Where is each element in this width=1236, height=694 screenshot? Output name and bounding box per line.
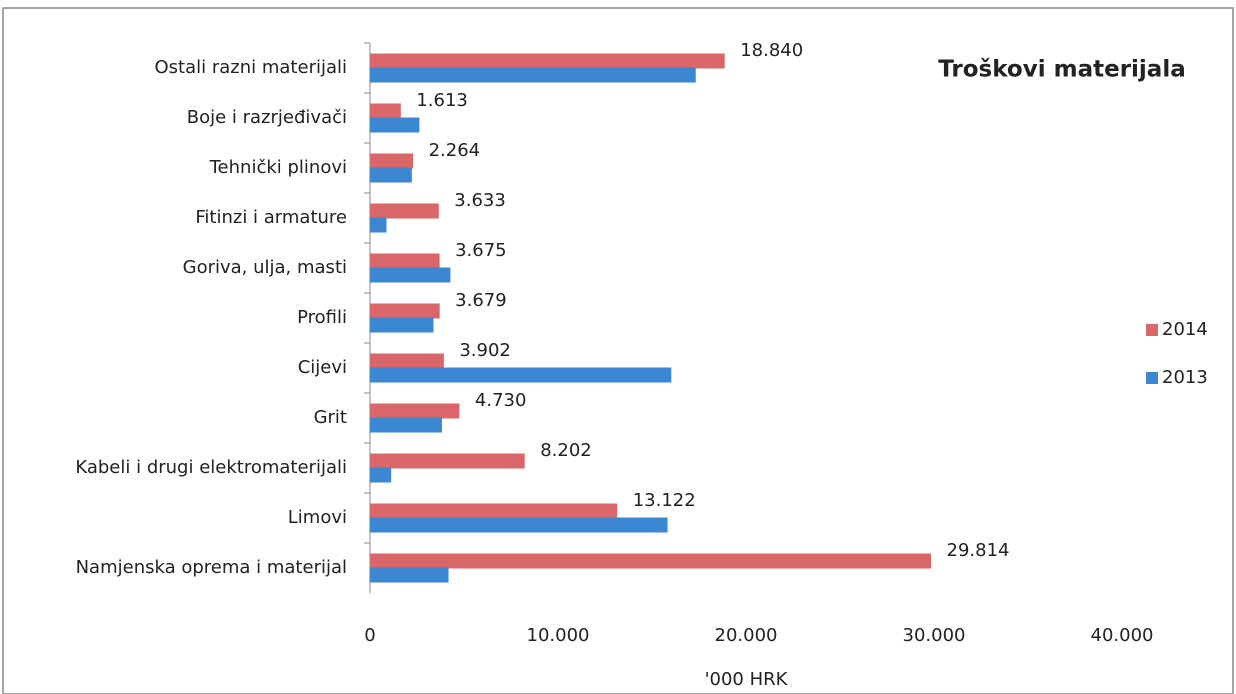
data-label: 13.122 [633,490,696,511]
data-label: 18.840 [740,40,803,61]
bar [369,117,420,133]
data-label: 2.264 [429,140,481,161]
x-tick-label: 40.000 [1091,625,1154,646]
y-tick-label: Namjenska oprema i materijal [76,557,347,578]
bar [369,567,449,583]
bar [369,53,725,69]
bar [369,417,442,433]
bar [369,103,401,119]
y-tick-label: Goriva, ulja, masti [183,257,347,278]
y-tick-label: Kabeli i drugi elektromaterijali [75,457,347,478]
bar [369,503,618,519]
bar [369,167,412,183]
data-label: 29.814 [947,540,1010,561]
data-label: 3.633 [454,190,506,211]
bar [369,267,451,283]
y-tick-label: Cijevi [298,357,347,378]
y-tick-label: Boje i razrjeđivači [187,107,347,128]
bar [369,217,387,233]
x-axis-label: '000 HRK [705,669,789,690]
y-tick-label: Ostali razni materijali [155,57,348,78]
bar [369,67,696,83]
x-tick-label: 0 [364,625,375,646]
legend-label: 2014 [1162,319,1208,340]
y-tick-label: Profili [297,307,347,328]
chart-border [2,7,1234,694]
bar [369,253,440,269]
bar [369,353,444,369]
bar [369,317,434,333]
bar [369,517,668,533]
bar [369,403,460,419]
data-label: 3.675 [455,240,507,261]
data-label: 3.902 [459,340,511,361]
bar [369,367,672,383]
data-label: 3.679 [455,290,507,311]
bar [369,203,439,219]
x-tick-label: 20.000 [715,625,778,646]
y-tick-label: Grit [314,407,347,428]
bar [369,303,440,319]
data-label: 4.730 [475,390,527,411]
bar [369,553,932,569]
bar [369,467,392,483]
y-tick-label: Limovi [288,507,347,528]
data-label: 8.202 [540,440,592,461]
chart-title: Troškovi materijala [938,57,1185,83]
legend-swatch [1146,372,1158,384]
legend-label: 2013 [1162,367,1208,388]
bar [369,153,414,169]
data-label: 1.613 [416,90,468,111]
y-tick-label: Tehnički plinovi [209,157,347,178]
x-tick-label: 30.000 [903,625,966,646]
legend-swatch [1146,324,1158,336]
y-tick-label: Fitinzi i armature [195,207,347,228]
x-tick-label: 10.000 [527,625,590,646]
bar [369,453,525,469]
